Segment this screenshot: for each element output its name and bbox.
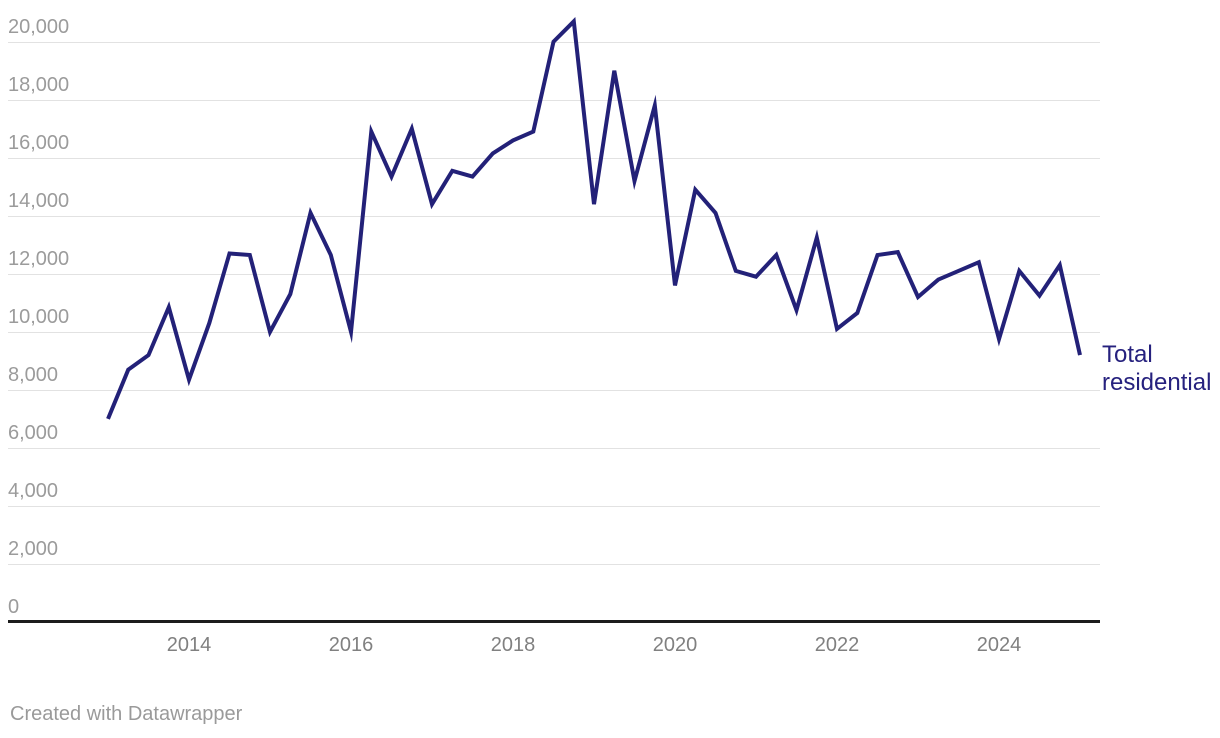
x-tick-label-2022: 2022: [814, 634, 860, 656]
y-tick-label: 10,000: [8, 306, 70, 328]
y-tick-label: 8,000: [8, 364, 59, 386]
gridline-16000: [8, 158, 1100, 159]
gridline-18000: [8, 100, 1100, 101]
y-tick-label: 20,000: [8, 16, 70, 38]
y-tick-label: 16,000: [8, 132, 70, 154]
y-tick-label: 18,000: [8, 74, 70, 96]
gridline-4000: [8, 506, 1100, 507]
gridline-8000: [8, 390, 1100, 391]
gridline-2000: [8, 564, 1100, 565]
x-tick-label-2016: 2016: [328, 634, 374, 656]
x-tick-label-2018: 2018: [490, 634, 536, 656]
datawrapper-credit: Created with Datawrapper: [10, 703, 243, 725]
x-axis-baseline: [8, 620, 1100, 623]
y-tick-label: 14,000: [8, 190, 70, 212]
y-tick-label: 6,000: [8, 422, 59, 444]
y-tick-label: 2,000: [8, 538, 59, 560]
y-tick-label: 12,000: [8, 248, 70, 270]
gridline-14000: [8, 216, 1100, 217]
x-tick-label-2020: 2020: [652, 634, 698, 656]
gridline-6000: [8, 448, 1100, 449]
gridline-12000: [8, 274, 1100, 275]
gridline-10000: [8, 332, 1100, 333]
series-label-total-residential: Total residential: [1102, 341, 1212, 396]
x-tick-label-2014: 2014: [166, 634, 212, 656]
total-residential-line: [106, 17, 1082, 420]
y-tick-label: 0: [8, 596, 20, 618]
y-tick-label: 4,000: [8, 480, 59, 502]
x-tick-label-2024: 2024: [976, 634, 1022, 656]
